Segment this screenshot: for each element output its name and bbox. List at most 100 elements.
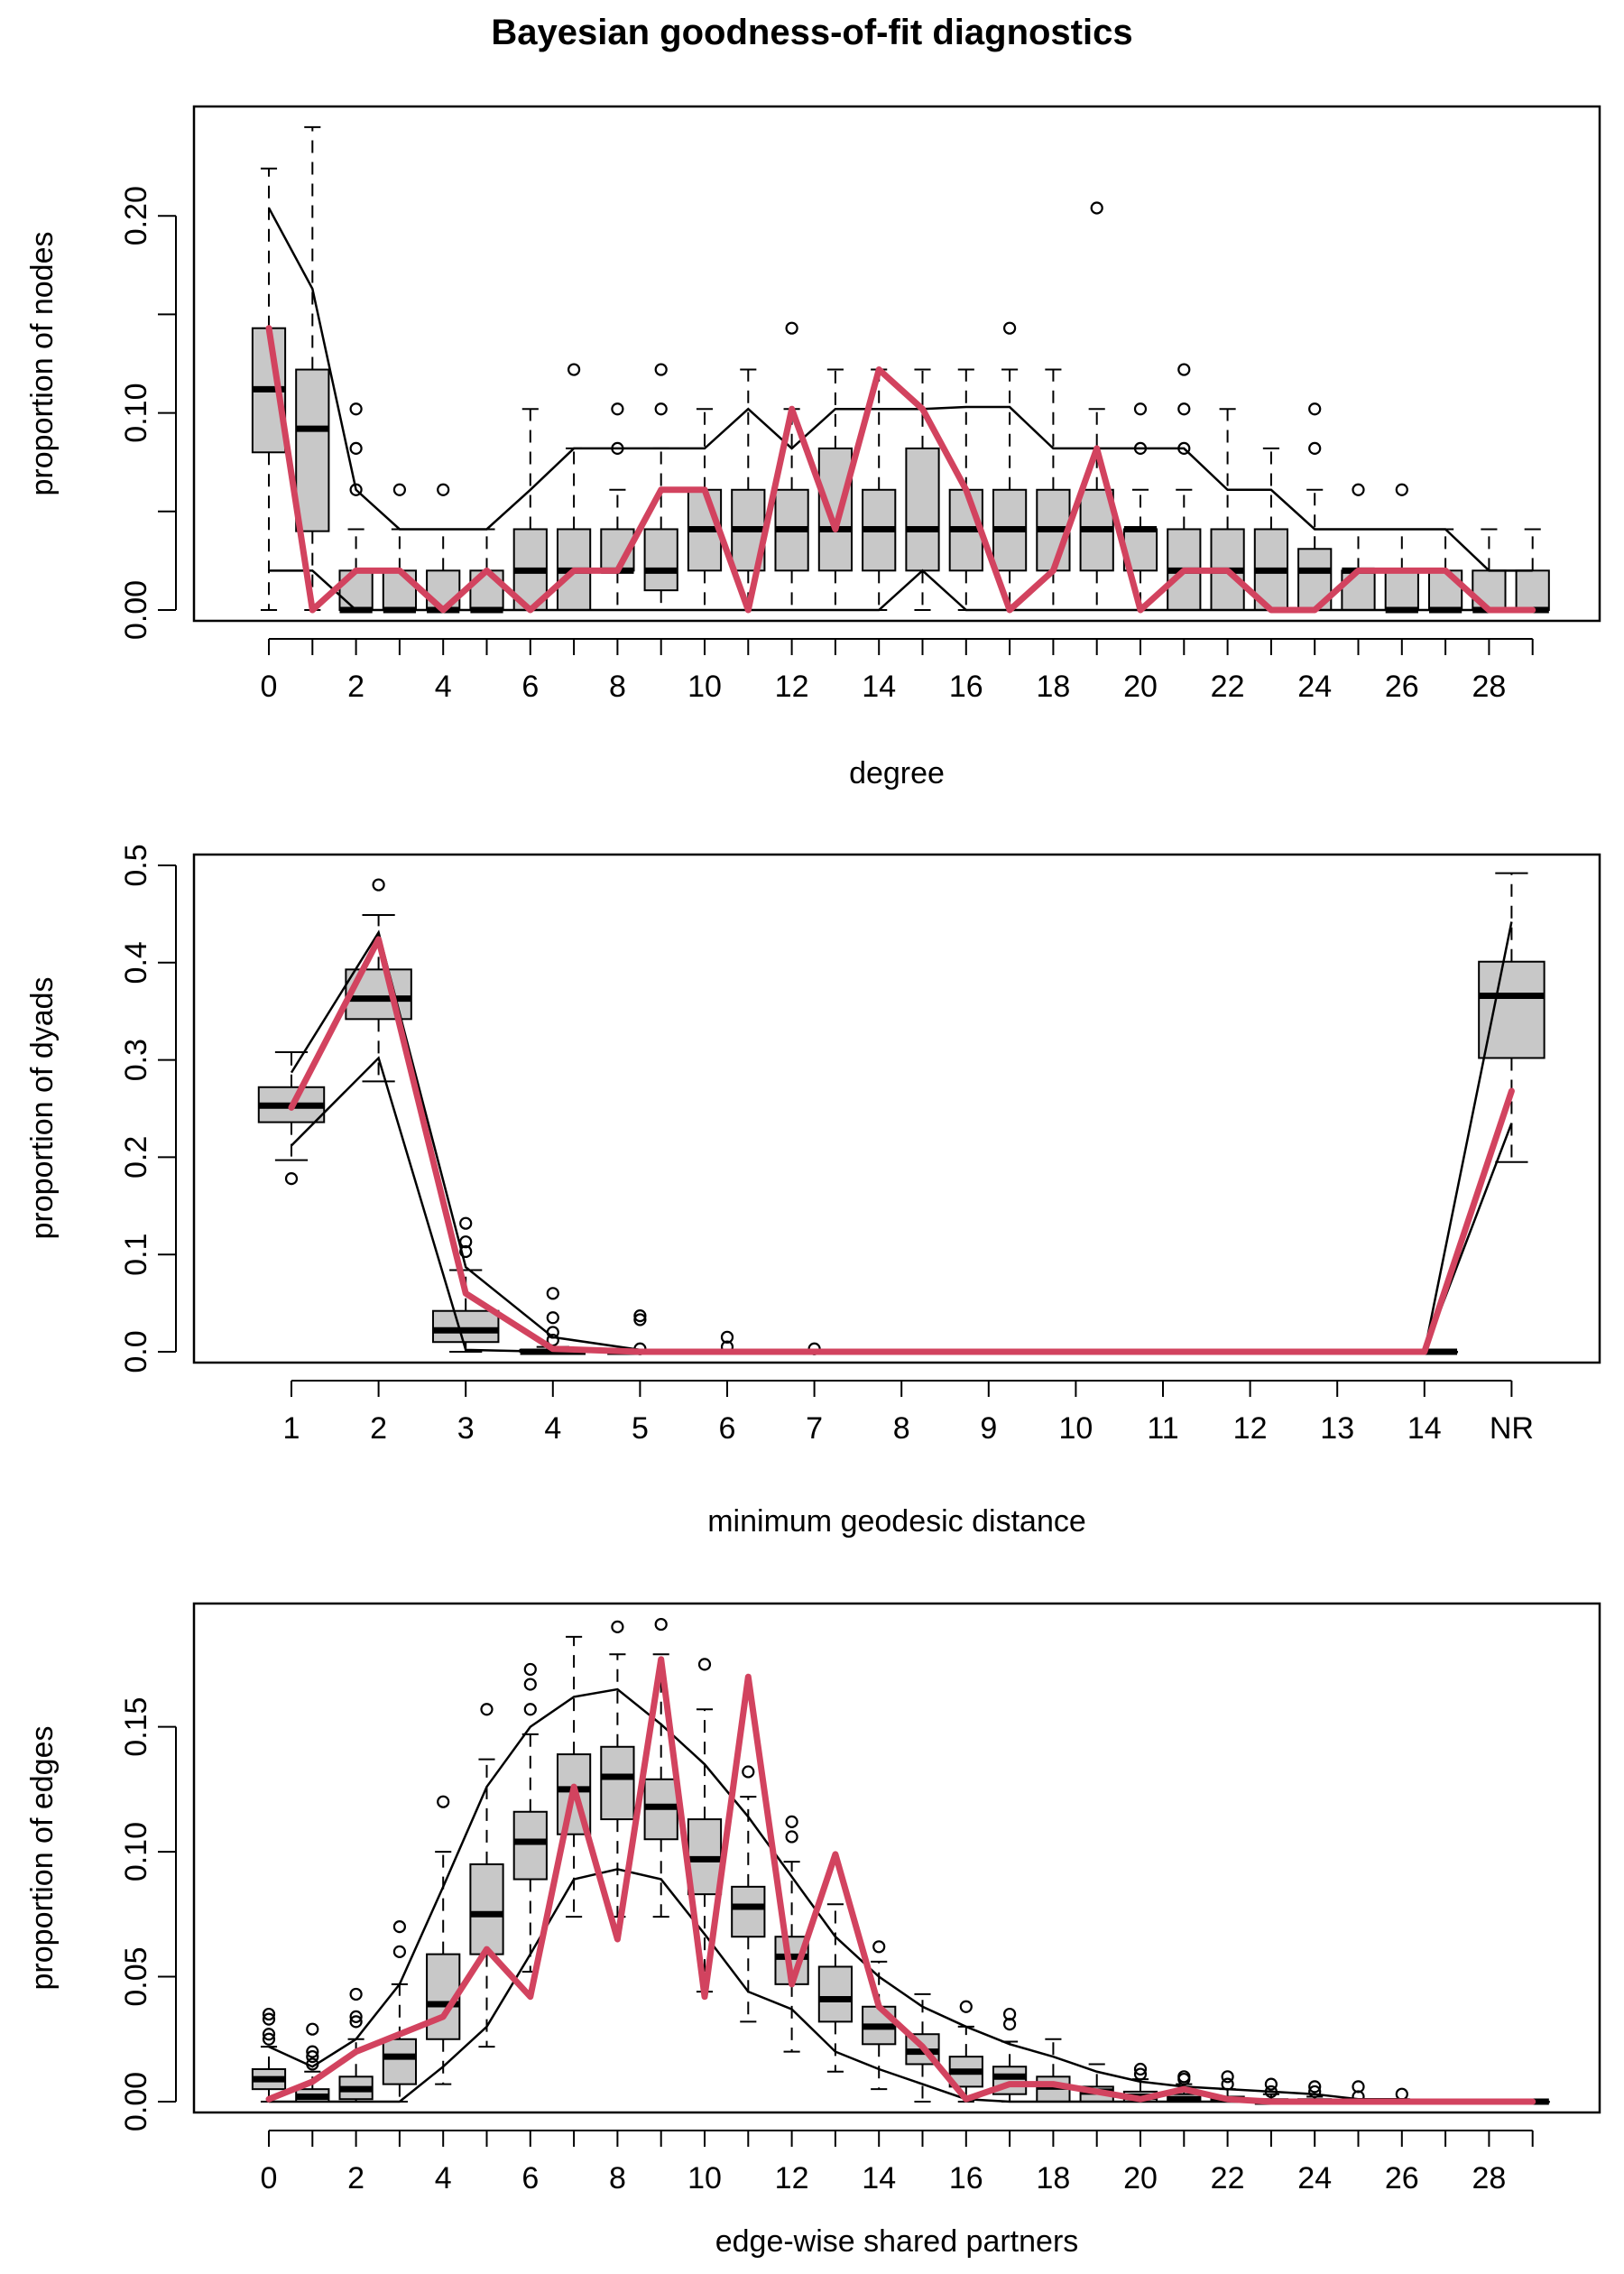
x-tick-label: 5 [632,1411,649,1446]
iqr-box [469,1863,504,1955]
x-tick-label: 18 [1036,670,1070,704]
y-axis-title: proportion of nodes [25,232,60,496]
iqr-box [1478,960,1546,1059]
upper-band-line [267,207,1533,572]
box-12 [774,321,809,611]
outlier-point [546,1287,559,1300]
outlier-point [720,1330,734,1344]
outlier-point [785,1815,798,1828]
outlier-point [392,1920,406,1934]
x-tick-label: 1 [283,1411,300,1446]
y-tick-label: 0.2 [119,1136,153,1179]
iqr-box [426,569,461,612]
iqr-box [817,1965,854,2023]
outlier-point [1002,2007,1017,2021]
outlier-point [1133,402,1148,416]
x-tick-label: 8 [609,670,626,704]
x-tick-label: 10 [687,2161,722,2195]
outlier-point [1221,2070,1234,2084]
x-tick-label: 7 [806,1411,823,1446]
box-13 [817,368,854,611]
x-tick-label: 16 [949,2161,983,2195]
outlier-point [306,2050,319,2064]
iqr-box [600,1745,635,1821]
box-8 [600,1620,635,1918]
x-tick-label: 14 [1407,1411,1442,1446]
outlier-point [1264,2077,1278,2091]
plot-frame [192,1602,1601,2114]
outlier-point [785,1830,798,1844]
y-tick-label: 0.1 [119,1234,153,1276]
x-tick-label: 26 [1385,2161,1419,2195]
outlier-point [349,483,363,496]
outlier-point [262,2007,276,2021]
box-1 [295,125,330,611]
observed-line [265,1656,1536,2105]
outlier-point [392,1945,406,1958]
x-tick-label: 0 [261,2161,278,2195]
outlier-point [1308,402,1322,416]
plot-frame [192,105,1601,623]
x-tick-label: 28 [1472,2161,1506,2195]
outlier-point [1352,2080,1365,2094]
x-tick-label: 6 [719,1411,736,1446]
y-tick-label: 0.05 [119,1946,153,2006]
box-14 [862,368,897,611]
iqr-box [382,2038,418,2085]
outlier-point [1352,483,1365,496]
iqr-box [905,447,940,572]
outlier-point [523,1678,537,1691]
x-tick-label: 4 [435,2161,452,2195]
y-axis-title: proportion of dyads [25,976,60,1239]
outlier-point [306,2022,319,2036]
box-29 [1515,528,1550,614]
outlier-point [697,1658,712,1671]
x-tick-label: 8 [893,1411,910,1446]
y-axis-title: proportion of edges [25,1726,60,1991]
x-tick-label: 4 [435,670,452,704]
iqr-box [643,528,678,592]
outlier-point [349,402,363,416]
x-tick-label: 10 [1058,1411,1093,1446]
x-tick-label: 2 [347,670,364,704]
x-tick-label: 24 [1297,2161,1332,2195]
x-tick-label: 14 [862,670,896,704]
iqr-box [817,447,854,572]
box-3 [431,1216,500,1353]
shared-partners-panel: 0.000.050.100.150 2 4 6 8 10 12 14 16 18 20 22 24 26 2… [25,1602,1601,2259]
outlier-point [437,483,450,496]
outlier-point [1090,201,1103,215]
x-axis-title: degree [849,756,945,790]
box-2 [338,1987,374,2103]
observed-line [265,325,1536,614]
iqr-box [295,368,330,532]
outlier-point [1308,2084,1322,2099]
outlier-point [1177,2070,1191,2084]
outlier-point [872,1940,886,1954]
outlier-point [523,1662,537,1677]
outlier-point [567,363,581,376]
box-16 [948,368,983,611]
outlier-point [349,1987,363,2001]
box-20 [1122,402,1158,611]
x-tick-label: 22 [1211,2161,1245,2195]
x-tick-label: 6 [521,2161,539,2195]
box-15 [905,1992,940,2103]
box-10 [687,1658,723,1993]
outlier-point [437,1795,450,1808]
y-tick-label: 0.20 [119,186,153,245]
x-tick-label: 10 [687,670,722,704]
outlier-point [654,363,668,376]
outlier-point [349,441,363,456]
x-axis-title: edge-wise shared partners [715,2224,1079,2259]
outlier-point [1133,2067,1148,2081]
outlier-point [611,1620,624,1633]
x-tick-label: 20 [1123,670,1158,704]
x-tick-label: 20 [1123,2161,1158,2195]
iqr-box [512,1810,548,1881]
outlier-point [459,1235,473,1249]
y-tick-label: 0.0 [119,1330,153,1373]
outlier-point [633,1313,647,1326]
outlier-point [654,402,668,416]
